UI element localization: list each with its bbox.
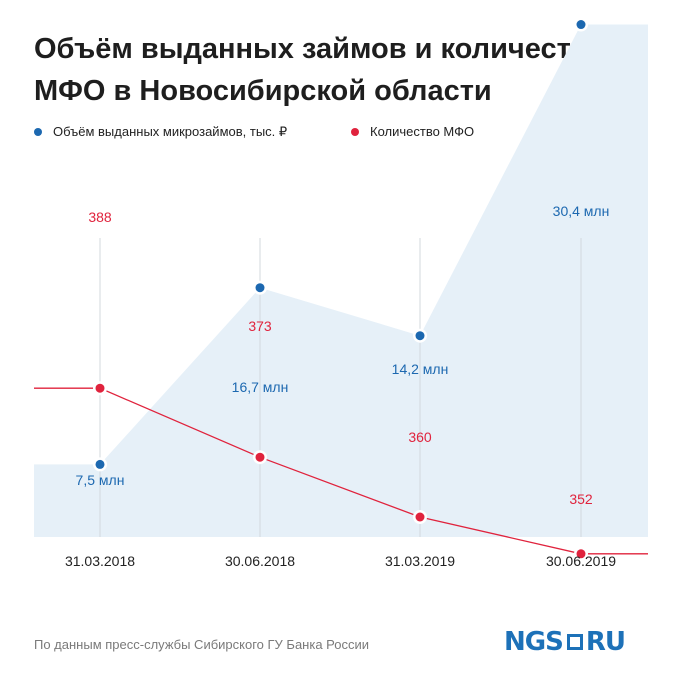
volume-point-4 xyxy=(576,20,586,30)
count-label-2: 373 xyxy=(248,318,272,334)
logo-text-ngs: NGS xyxy=(504,627,564,657)
logo-text-ru: RU xyxy=(585,627,626,657)
count-point-3 xyxy=(415,512,425,522)
count-line xyxy=(34,387,648,555)
count-label-1: 388 xyxy=(88,209,112,225)
legend-marker-blue xyxy=(34,128,42,136)
chart-title: Объём выданных займов и количество МФО в… xyxy=(34,33,606,107)
volume-label-3: 14,2 млн xyxy=(392,361,449,377)
volume-point-3 xyxy=(415,331,425,341)
count-point-1 xyxy=(95,383,105,393)
count-point-2 xyxy=(255,452,265,462)
logo-square-icon xyxy=(566,634,583,650)
volume-point-1 xyxy=(95,459,105,469)
count-label-3: 360 xyxy=(408,429,432,445)
chart-svg: 7,5 млн 16,7 млн 14,2 млн 30,4 млн 388 373 360… xyxy=(34,20,648,569)
volume-label-4: 30,4 млн xyxy=(553,203,610,219)
legend-item-count: Количество МФО xyxy=(351,124,474,139)
volume-label-1: 7,5 млн xyxy=(76,472,125,488)
ngs-logo[interactable]: NGS RU xyxy=(504,626,626,658)
volume-point-2 xyxy=(255,283,265,293)
x-tick-label-2: 30.06.2018 xyxy=(225,553,295,569)
legend-label-volume: Объём выданных микрозаймов, тыс. ₽ xyxy=(53,124,288,139)
count-label-4: 352 xyxy=(569,491,593,507)
x-tick-label-1: 31.03.2018 xyxy=(65,553,135,569)
volume-label-2: 16,7 млн xyxy=(232,379,289,395)
volume-area xyxy=(34,24,648,538)
legend-item-volume: Объём выданных микрозаймов, тыс. ₽ xyxy=(34,124,287,140)
legend-label-count: Количество МФО xyxy=(370,124,475,139)
count-point-4 xyxy=(576,549,586,559)
legend-marker-red xyxy=(351,127,359,136)
x-tick-label-3: 31.03.2019 xyxy=(385,553,455,569)
source-note: По данным пресс-службы Сибирского ГУ Бан… xyxy=(34,637,370,652)
x-tick-label-4: 30.06.2019 xyxy=(546,553,616,569)
